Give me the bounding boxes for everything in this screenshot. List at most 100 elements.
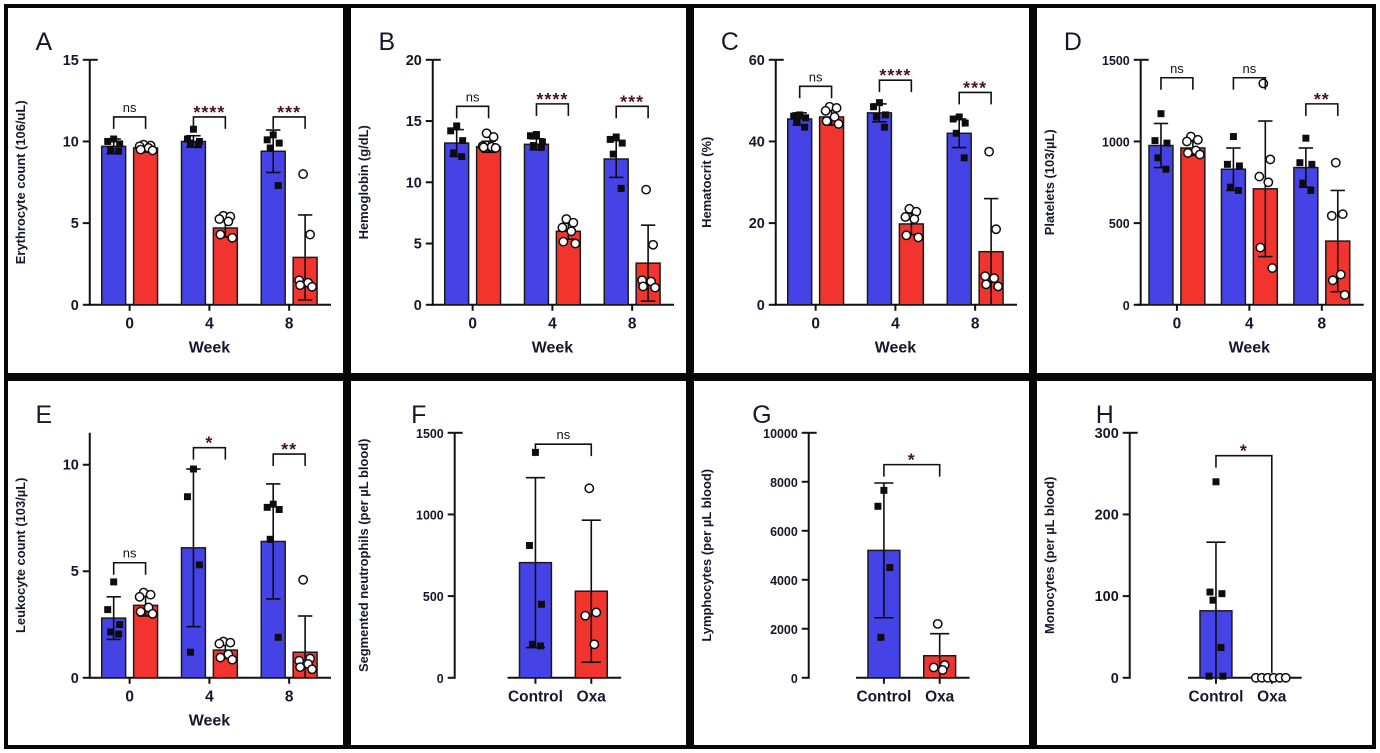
svg-text:Monocytes (per µL blood): Monocytes (per µL blood) <box>1042 476 1057 633</box>
svg-text:E: E <box>36 400 53 428</box>
svg-text:**: ** <box>281 439 297 459</box>
svg-text:Hematocrit (%): Hematocrit (%) <box>699 137 714 228</box>
svg-text:5: 5 <box>71 564 79 580</box>
svg-text:ns: ns <box>123 545 137 560</box>
svg-text:10000: 10000 <box>763 426 798 440</box>
panel-B: 0 5 10 15 20 ns **** *** B Hemoglobin (g/dL) 0 4 8 We… <box>347 4 690 377</box>
svg-text:300: 300 <box>1095 425 1119 441</box>
svg-text:8: 8 <box>285 688 294 705</box>
svg-text:10: 10 <box>406 175 422 191</box>
svg-text:1500: 1500 <box>416 426 444 440</box>
svg-text:Control: Control <box>856 688 911 705</box>
svg-text:4: 4 <box>205 688 214 705</box>
svg-text:0: 0 <box>811 316 820 333</box>
svg-text:ns: ns <box>809 69 823 84</box>
svg-text:Leukocyte count (103/µL): Leukocyte count (103/µL) <box>13 477 28 632</box>
svg-text:Segmented neutrophils (per µL: Segmented neutrophils (per µL blood) <box>356 438 371 672</box>
svg-text:4: 4 <box>1245 316 1254 333</box>
svg-text:ns: ns <box>1243 61 1257 76</box>
svg-text:10: 10 <box>63 134 79 150</box>
svg-text:Week: Week <box>532 340 574 357</box>
svg-text:8: 8 <box>285 316 294 333</box>
panel-D-chart: 0 500 1000 1500 ns ns ** D Platelets (103/µL) 0 4 8… <box>1042 28 1364 357</box>
svg-text:500: 500 <box>1109 217 1130 231</box>
svg-text:C: C <box>721 28 739 56</box>
svg-text:5: 5 <box>414 237 422 253</box>
svg-text:0: 0 <box>125 316 134 333</box>
svg-text:***: *** <box>963 77 987 97</box>
svg-text:0: 0 <box>125 688 134 705</box>
svg-text:D: D <box>1064 28 1082 56</box>
svg-text:0: 0 <box>71 298 79 314</box>
svg-text:***: *** <box>277 102 301 122</box>
svg-text:Lymphocytes (per µL blood): Lymphocytes (per µL blood) <box>699 468 714 641</box>
panel-G-chart: 0 2000 4000 6000 8000 10000 * G Lymphocytes (per… <box>699 400 970 705</box>
svg-text:Week: Week <box>189 712 231 729</box>
svg-text:1000: 1000 <box>416 508 444 522</box>
svg-text:ns: ns <box>557 427 571 442</box>
panel-G: 0 2000 4000 6000 8000 10000 * G Lymphocytes (per… <box>690 376 1033 749</box>
svg-text:Week: Week <box>1229 340 1271 357</box>
svg-text:60: 60 <box>749 53 765 69</box>
svg-text:1500: 1500 <box>1102 54 1130 68</box>
svg-text:4: 4 <box>891 316 900 333</box>
svg-text:***: *** <box>620 91 644 111</box>
svg-text:Platelets (103/µL): Platelets (103/µL) <box>1042 129 1057 235</box>
svg-text:Control: Control <box>508 688 563 705</box>
svg-text:Week: Week <box>875 340 917 357</box>
svg-text:*: * <box>1240 440 1248 460</box>
svg-text:0: 0 <box>791 671 798 685</box>
svg-text:B: B <box>379 28 396 56</box>
svg-text:ns: ns <box>1170 61 1184 76</box>
svg-text:Oxa: Oxa <box>1257 688 1287 705</box>
svg-text:8: 8 <box>971 316 980 333</box>
svg-text:8000: 8000 <box>770 475 798 489</box>
svg-text:*: * <box>908 449 916 469</box>
svg-text:20: 20 <box>749 216 765 232</box>
svg-text:0: 0 <box>437 671 444 685</box>
svg-text:Oxa: Oxa <box>925 688 955 705</box>
svg-text:F: F <box>411 400 426 428</box>
panel-C: 0 20 40 60 ns **** *** C Hematocrit (%) 0 4 8 Week <box>690 4 1033 377</box>
svg-text:6000: 6000 <box>770 524 798 538</box>
panel-F: 0 500 1000 1500 ns F Segmented neutrophils (pe… <box>347 376 690 749</box>
panel-F-chart: 0 500 1000 1500 ns F Segmented neutrophils (pe… <box>356 400 622 705</box>
svg-text:100: 100 <box>1095 589 1119 605</box>
svg-text:1000: 1000 <box>1102 135 1130 149</box>
svg-text:0: 0 <box>1173 316 1182 333</box>
svg-text:0: 0 <box>468 316 477 333</box>
svg-text:4: 4 <box>548 316 557 333</box>
svg-text:ns: ns <box>123 100 137 115</box>
svg-text:10: 10 <box>63 457 79 473</box>
svg-text:2000: 2000 <box>770 622 798 636</box>
svg-text:0: 0 <box>1111 670 1119 686</box>
panel-H-chart: 0 100 200 300 * H Monocytes (per µL blood) Cont… <box>1042 400 1302 705</box>
svg-text:20: 20 <box>406 53 422 69</box>
svg-text:****: **** <box>879 65 911 85</box>
svg-text:H: H <box>1096 400 1114 428</box>
svg-text:ns: ns <box>466 89 480 104</box>
svg-text:15: 15 <box>406 114 422 130</box>
panel-D: 0 500 1000 1500 ns ns ** D Platelets (103/µL) 0 4 8… <box>1033 4 1376 377</box>
panel-E: 0 5 10 ns * ** E Leukocyte count (103/µL) 0 4 8 Wee… <box>4 376 347 749</box>
hematology-figure: 0 5 10 15 ns **** *** A Erythrocyte count (106/u… <box>4 4 1376 749</box>
svg-text:5: 5 <box>71 216 79 232</box>
svg-text:0: 0 <box>414 298 422 314</box>
svg-text:15: 15 <box>63 53 79 69</box>
svg-text:Oxa: Oxa <box>577 688 607 705</box>
svg-text:A: A <box>36 28 53 56</box>
svg-text:0: 0 <box>1123 299 1130 313</box>
svg-text:0: 0 <box>71 670 79 686</box>
svg-text:Week: Week <box>189 340 231 357</box>
svg-text:Control: Control <box>1189 688 1244 705</box>
svg-text:8: 8 <box>628 316 637 333</box>
svg-text:4000: 4000 <box>770 573 798 587</box>
svg-text:500: 500 <box>423 590 444 604</box>
svg-text:200: 200 <box>1095 507 1119 523</box>
svg-text:G: G <box>752 400 771 428</box>
svg-text:*: * <box>205 432 213 452</box>
